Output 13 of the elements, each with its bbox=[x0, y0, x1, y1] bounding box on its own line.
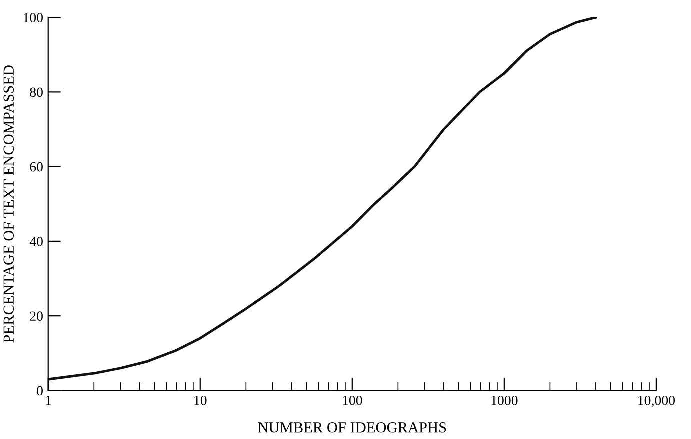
y-tick-label: 80 bbox=[30, 88, 43, 98]
x-tick-label: 10,000 bbox=[638, 396, 676, 408]
y-tick-label: 20 bbox=[30, 312, 43, 322]
y-tick-label: 0 bbox=[37, 386, 43, 396]
y-tick-label: 60 bbox=[30, 162, 43, 172]
x-tick-label: 100 bbox=[343, 396, 362, 406]
x-tick-label: 1 bbox=[46, 396, 52, 406]
x-tick-label: 10 bbox=[194, 396, 207, 406]
x-tick-label: 1000 bbox=[492, 396, 518, 406]
x-axis-title: NUMBER OF IDEOGRAPHS bbox=[258, 422, 446, 433]
y-axis-title: PERCENTAGE OF TEXT ENCOMPASSED bbox=[4, 66, 14, 343]
y-tick-label: 100 bbox=[24, 13, 43, 23]
y-tick-label: 40 bbox=[30, 237, 43, 246]
